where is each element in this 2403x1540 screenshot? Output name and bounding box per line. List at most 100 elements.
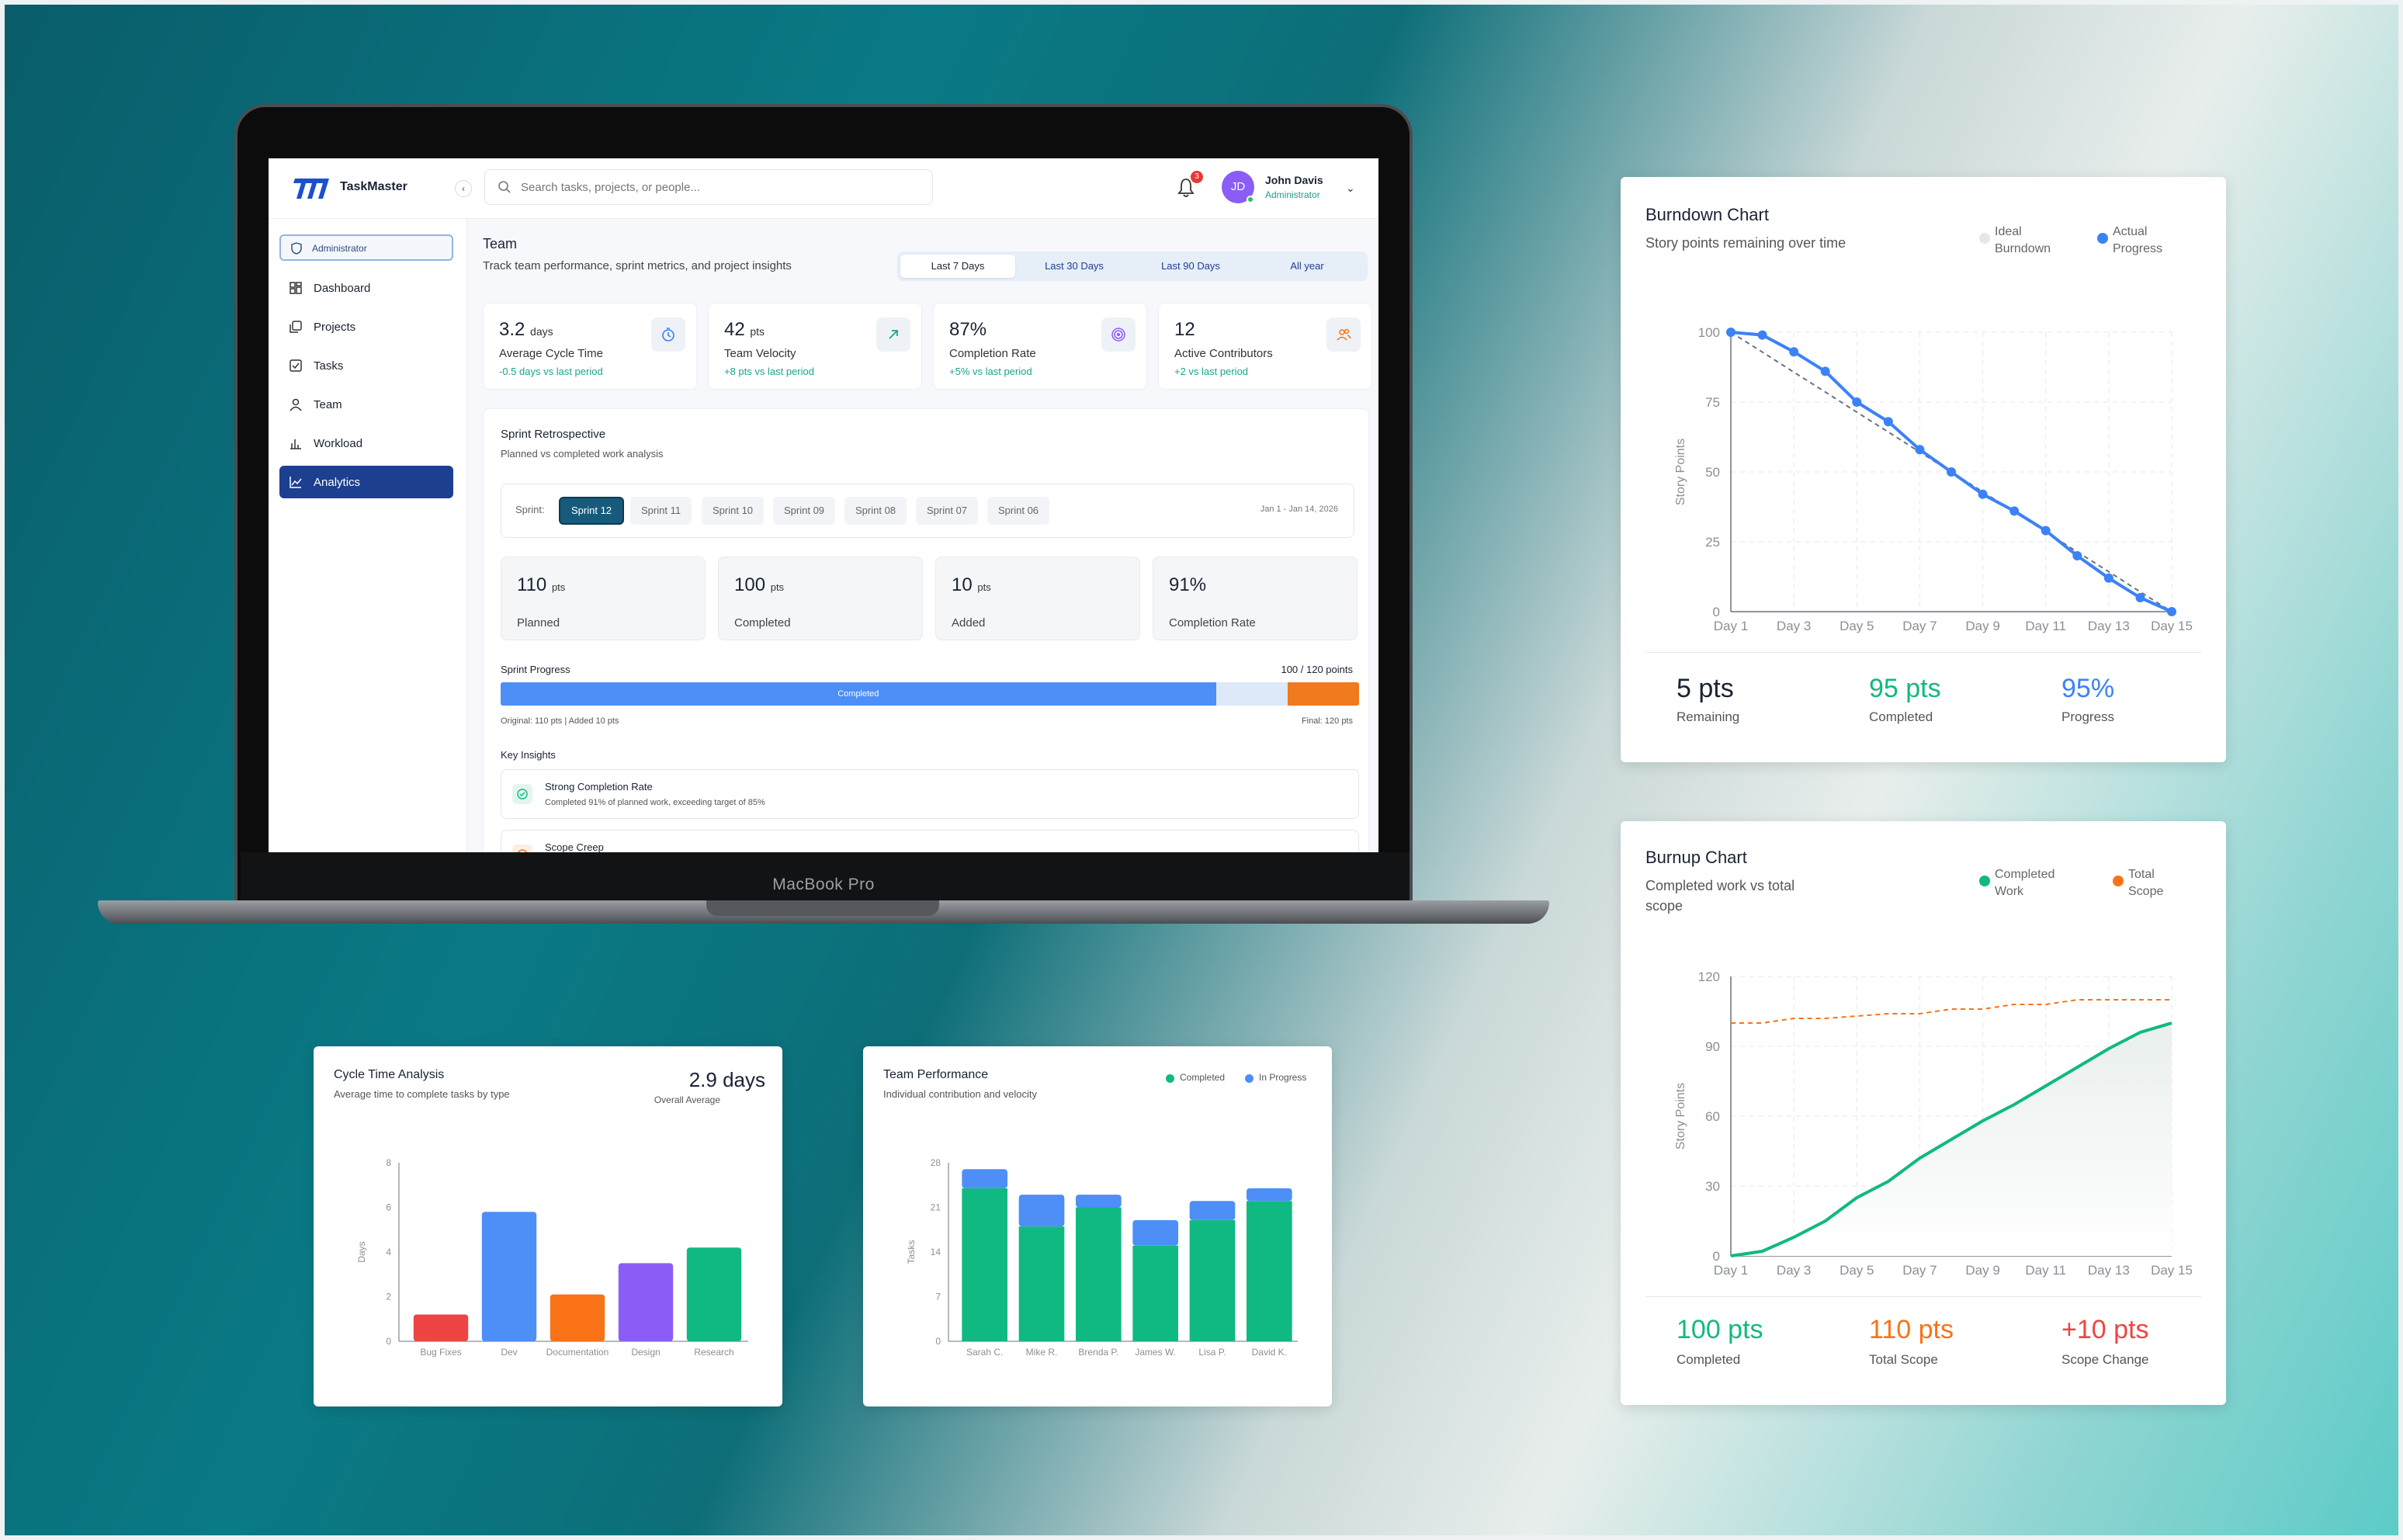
data-point [2009, 506, 2020, 516]
data-point [1947, 467, 1956, 477]
bar-segment [962, 1188, 1007, 1341]
y-axis-label: Story Points [1674, 1083, 1687, 1150]
insight-card[interactable]: Scope Creep [501, 830, 1359, 852]
x-tick-label: Day 5 [1840, 1263, 1874, 1278]
shield-icon [291, 242, 302, 255]
insight-title: Strong Completion Rate [545, 781, 653, 793]
kpi-label: Active Contributors [1174, 347, 1273, 360]
tab-last-7-days[interactable]: Last 7 Days [900, 255, 1015, 278]
kpi-value: 87% [949, 319, 987, 340]
sidebar-item-projects[interactable]: Projects [279, 310, 453, 343]
tasks-icon [290, 359, 302, 372]
sprint-chip-09[interactable]: Sprint 09 [773, 497, 836, 525]
sprint-chip-12[interactable]: Sprint 12 [559, 497, 625, 525]
progress-completed-segment: Completed [501, 682, 1216, 706]
stat-label: Completed [734, 616, 791, 630]
legend-dot-in-progress [1245, 1074, 1254, 1083]
insight-card[interactable]: Strong Completion Rate Completed 91% of … [501, 769, 1359, 819]
x-tick-label: Day 3 [1777, 619, 1811, 633]
sidebar-item-analytics[interactable]: Analytics [279, 466, 453, 498]
legend-actual-progress: Actual Progress [2113, 225, 2163, 255]
series-line-1 [1731, 999, 2172, 1024]
user-role: Administrator [1265, 189, 1320, 200]
y-tick-label: 75 [1705, 395, 1720, 410]
page-title: Team [483, 236, 518, 251]
bar-segment [1189, 1219, 1236, 1341]
stat-unit: pts [770, 581, 785, 593]
sidebar-item-workload[interactable]: Workload [279, 427, 453, 460]
bar-segment [1132, 1245, 1178, 1341]
team-performance-chart: 0 7 14 21 28 Tasks Sarah C. Mike R. Brenda P. Jam… [906, 1157, 1298, 1358]
role-badge-label: Administrator [312, 243, 367, 254]
tab-last-30-days[interactable]: Last 30 Days [1045, 260, 1104, 272]
page-subtitle: Track team performance, sprint metrics, … [483, 259, 792, 272]
bar [481, 1212, 537, 1341]
sidebar-item-label: Tasks [314, 359, 344, 373]
bar-segment [1076, 1195, 1122, 1208]
sprint-chip-08[interactable]: Sprint 08 [844, 497, 907, 525]
burndown-title: Burndown Chart [1645, 205, 1769, 224]
stat-value: 100 [734, 574, 766, 595]
kpi-card-contributors: 12 Active Contributors +2 vs last period [1158, 303, 1372, 390]
y-tick-label: 2 [386, 1292, 391, 1302]
x-tick-label: Day 9 [1965, 1263, 1999, 1278]
x-tick-label: James W. [1135, 1347, 1176, 1358]
y-tick-label: 0 [935, 1336, 941, 1347]
insight-detail: Completed 91% of planned work, exceeding… [545, 798, 765, 807]
tab-all-year[interactable]: All year [1290, 260, 1324, 272]
sidebar-item-label: Analytics [314, 476, 361, 489]
key-insights-title: Key Insights [501, 749, 556, 761]
burnup-subtitle: Completed work vs total scope [1645, 878, 1795, 914]
date-range-tabs: Last 7 Days Last 30 Days Last 90 Days Al… [897, 251, 1368, 281]
y-tick-label: 50 [1705, 465, 1720, 480]
bar [686, 1247, 742, 1341]
summary-remaining-value: 5 pts [1677, 674, 1734, 703]
taskmaster-logo-icon [293, 179, 329, 199]
sidebar-item-dashboard[interactable]: Dashboard [279, 272, 453, 304]
sprint-chip-10[interactable]: Sprint 10 [702, 497, 765, 525]
stat-completion-rate: 91% Completion Rate [1153, 557, 1358, 640]
stat-value: 10 [952, 574, 973, 595]
legend-in-progress: In Progress [1259, 1072, 1307, 1083]
data-point [1757, 330, 1767, 340]
chevron-down-icon[interactable]: ⌄ [1346, 182, 1355, 194]
stat-value: 91% [1169, 574, 1207, 595]
stat-planned: 110 pts Planned [501, 557, 706, 640]
sprint-chip-07[interactable]: Sprint 07 [916, 497, 979, 525]
data-point [2041, 525, 2051, 536]
burnup-title: Burnup Chart [1645, 848, 1747, 867]
collapse-sidebar-button[interactable]: ‹ [455, 180, 472, 197]
sprint-progress-value: 100 / 120 points [1281, 664, 1353, 675]
y-tick-label: 90 [1705, 1039, 1720, 1054]
cycle-overall-label: Overall Average [654, 1094, 720, 1105]
kpi-delta: +5% vs last period [949, 366, 1032, 377]
x-tick-label: Day 1 [1714, 619, 1748, 633]
search-box[interactable] [484, 169, 933, 205]
team-performance-card: Team Performance Individual contribution… [863, 1046, 1332, 1406]
tab-last-90-days[interactable]: Last 90 Days [1161, 260, 1220, 272]
kpi-value: 3.2 [499, 319, 525, 340]
y-tick-label: 14 [931, 1247, 941, 1257]
legend-completed-work: Completed Work [1995, 868, 2055, 898]
y-tick-label: 0 [386, 1336, 391, 1347]
sidebar-item-team[interactable]: Team [279, 388, 453, 421]
y-tick-label: 25 [1705, 535, 1720, 550]
bar-segment [1189, 1201, 1236, 1220]
bar-segment [1247, 1201, 1292, 1341]
search-input[interactable] [521, 178, 909, 196]
data-point [1915, 445, 1925, 455]
sidebar-item-label: Dashboard [314, 282, 371, 295]
sidebar: Administrator Dashboard Projects Tasks T… [269, 219, 467, 852]
data-point [2072, 551, 2082, 560]
warning-icon [512, 845, 532, 852]
x-tick-label: Lisa P. [1198, 1347, 1226, 1358]
stat-completed: 100 pts Completed [718, 557, 923, 640]
sprint-chip-06[interactable]: Sprint 06 [987, 497, 1050, 525]
bar-segment [1018, 1195, 1065, 1227]
x-tick-label: Day 7 [1902, 1263, 1937, 1278]
notification-bell-icon[interactable] [1177, 177, 1195, 199]
sprint-chip-11[interactable]: Sprint 11 [630, 497, 692, 525]
data-point [2135, 593, 2145, 602]
sidebar-item-tasks[interactable]: Tasks [279, 349, 453, 382]
summary-scope-value: 110 pts [1869, 1315, 1954, 1344]
